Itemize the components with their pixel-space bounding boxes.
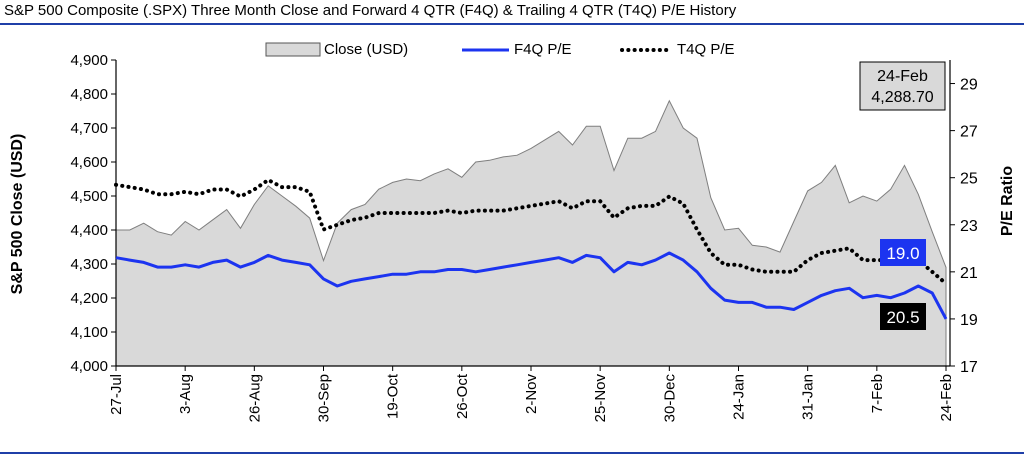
last-close-label: 4,288.70 xyxy=(871,89,933,106)
t4q-value-label: 20.5 xyxy=(886,308,919,327)
right-tick-label: 23 xyxy=(960,218,978,235)
x-tick-label: 24-Jan xyxy=(731,374,748,420)
series-t4q-line xyxy=(114,177,948,286)
left-tick-label: 4,200 xyxy=(70,290,108,307)
x-tick-label: 27-Jul xyxy=(108,374,125,415)
x-tick-label: 7-Feb xyxy=(869,374,886,413)
legend-swatch-close xyxy=(265,42,321,57)
x-tick-label: 26-Aug xyxy=(246,374,263,422)
x-tick-label: 30-Sep xyxy=(316,374,333,422)
series-f4q-line xyxy=(115,251,948,320)
right-tick-label: 19 xyxy=(960,312,978,329)
left-tick-label: 4,700 xyxy=(70,120,108,137)
series-close-area xyxy=(115,99,947,367)
left-axis-label: S&P 500 Close (USD) xyxy=(9,134,26,295)
left-tick-label: 4,100 xyxy=(70,324,108,341)
left-tick-label: 4,600 xyxy=(70,154,108,171)
left-tick-label: 4,300 xyxy=(70,256,108,273)
right-tick-label: 27 xyxy=(960,124,978,141)
left-tick-label: 4,900 xyxy=(70,52,108,69)
x-tick-label: 19-Oct xyxy=(385,373,402,419)
legend-label-t4q: T4Q P/E xyxy=(677,41,735,58)
left-tick-label: 4,400 xyxy=(70,222,108,239)
left-tick-label: 4,800 xyxy=(70,86,108,103)
chart-title: S&P 500 Composite (.SPX) Three Month Clo… xyxy=(4,2,737,19)
right-axis-label: P/E Ratio xyxy=(999,166,1016,236)
x-tick-label: 24-Feb xyxy=(938,374,955,422)
x-tick-label: 31-Jan xyxy=(800,374,817,420)
x-tick-label: 26-Oct xyxy=(454,373,471,419)
bottom-rule xyxy=(0,452,1024,454)
left-tick-label: 4,000 xyxy=(70,358,108,375)
last-close-box xyxy=(859,61,946,111)
legend-label-close: Close (USD) xyxy=(324,41,408,58)
x-tick-label: 2-Nov xyxy=(523,374,540,415)
right-tick-label: 29 xyxy=(960,77,978,94)
x-tick-label: 30-Dec xyxy=(661,374,678,423)
title-rule xyxy=(0,23,1024,25)
x-tick-label: 3-Aug xyxy=(177,374,194,414)
t4q-value-box xyxy=(880,303,926,330)
legend-label-f4q: F4Q P/E xyxy=(514,41,572,58)
right-tick-label: 21 xyxy=(960,265,978,282)
f4q-value-label: 19.0 xyxy=(886,244,919,263)
right-tick-label: 25 xyxy=(960,171,978,188)
left-tick-label: 4,500 xyxy=(70,188,108,205)
f4q-value-box xyxy=(880,239,926,266)
right-tick-label: 17 xyxy=(960,359,978,376)
x-tick-label: 25-Nov xyxy=(592,374,609,423)
last-date-label: 24-Feb xyxy=(877,68,928,85)
